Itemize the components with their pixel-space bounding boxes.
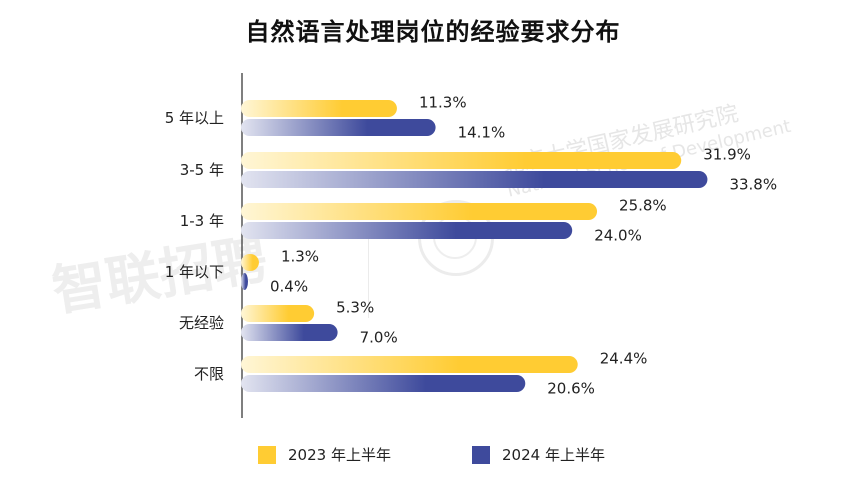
value-label-2023: 25.8% xyxy=(619,197,667,215)
category-label: 1 年以下 xyxy=(165,263,224,281)
legend-label-2024: 2024 年上半年 xyxy=(502,446,605,464)
value-label-2023: 11.3% xyxy=(419,94,467,112)
bar-2024 xyxy=(241,375,526,392)
value-label-2024: 33.8% xyxy=(729,176,777,194)
chart-title: 自然语言处理岗位的经验要求分布 xyxy=(245,18,621,46)
legend-label-2023: 2023 年上半年 xyxy=(288,446,391,464)
value-label-2023: 1.3% xyxy=(281,248,319,266)
watermark-divider xyxy=(368,232,369,318)
legend: 2023 年上半年 2024 年上半年 xyxy=(0,444,866,472)
value-label-2023: 31.9% xyxy=(703,146,751,164)
bar-2023 xyxy=(241,152,682,169)
bar-2023 xyxy=(241,100,397,117)
category-label: 无经验 xyxy=(179,314,224,332)
value-label-2024: 7.0% xyxy=(360,329,398,347)
bar-2024 xyxy=(241,171,708,188)
value-label-2024: 14.1% xyxy=(458,124,506,142)
bar-2023 xyxy=(241,254,259,271)
legend-item-2024: 2024 年上半年 xyxy=(472,444,605,465)
category-label: 1-3 年 xyxy=(180,212,224,230)
value-label-2023: 24.4% xyxy=(600,350,648,368)
value-label-2024: 20.6% xyxy=(547,380,595,398)
value-label-2024: 0.4% xyxy=(270,278,308,296)
bar-2024 xyxy=(241,222,573,239)
category-label: 不限 xyxy=(194,365,224,383)
bar-2023 xyxy=(241,203,598,220)
value-label-2024: 24.0% xyxy=(594,227,642,245)
legend-swatch-2023 xyxy=(258,445,276,464)
bar-2024 xyxy=(241,324,338,341)
legend-item-2023: 2023 年上半年 xyxy=(258,444,391,465)
bar-2024 xyxy=(241,273,248,290)
legend-swatch-2024 xyxy=(472,445,490,464)
bar-2023 xyxy=(241,356,578,373)
bar-2023 xyxy=(241,305,315,322)
category-label: 3-5 年 xyxy=(180,161,224,179)
value-label-2023: 5.3% xyxy=(336,299,374,317)
bar-2024 xyxy=(241,119,436,136)
category-label: 5 年以上 xyxy=(165,109,224,127)
